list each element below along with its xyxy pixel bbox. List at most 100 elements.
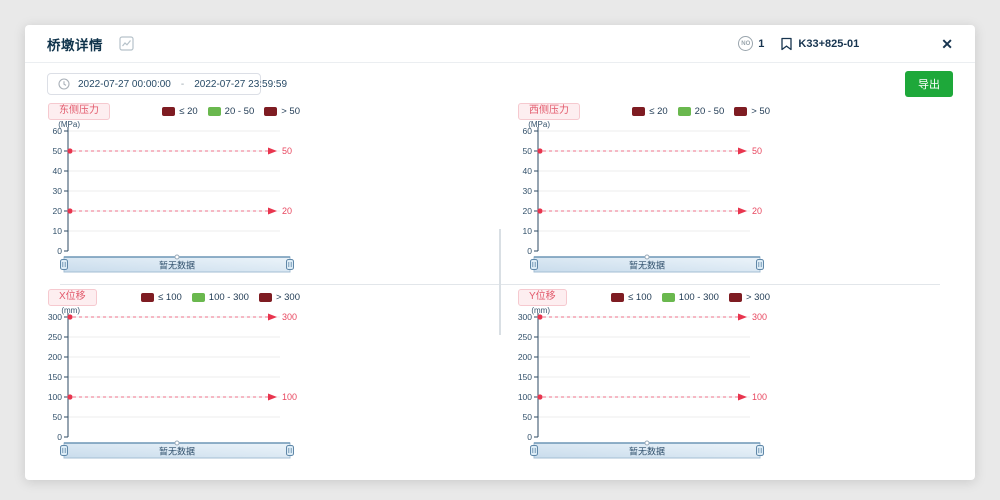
legend-label: > 50 [751,105,770,117]
chart-canvas: (mm) 0 50 100 150 200 250 300 300 100 暂无数据 [518,306,767,459]
modal-header: 桥墩详情 NO 1 K33+825-01 ✕ [25,25,975,63]
chart-header: X位移 ≤ 100 100 - 300 > 300 [48,288,300,306]
svg-text:50: 50 [53,146,63,156]
svg-text:(MPa): (MPa) [58,120,80,129]
chart-title-tag: Y位移 [518,288,567,306]
bookmark-icon [780,37,793,51]
chart-title-tag: X位移 [48,288,97,306]
svg-text:(mm): (mm) [531,306,550,315]
legend-label: 20 - 50 [694,105,725,117]
line-chart-icon[interactable] [119,36,134,51]
bridge-pier-detail-modal: 桥墩详情 NO 1 K33+825-01 ✕ [25,25,975,480]
chart-legend: ≤ 20 20 - 50 > 50 [152,106,300,117]
legend-label: > 50 [281,105,300,117]
datazoom-slider[interactable]: 暂无数据 [530,440,764,459]
chart-cell: 东侧压力 ≤ 20 20 - 50 > 50 (MPa) 0 10 20 30 40 50 60 5… [45,101,500,287]
svg-text:(mm): (mm) [61,306,80,315]
svg-text:10: 10 [53,226,63,236]
legend-item[interactable]: > 300 [258,291,300,303]
chart-canvas: (MPa) 0 10 20 30 40 50 60 50 20 暂无数据 [53,120,294,273]
legend-item[interactable]: 100 - 300 [191,291,249,303]
svg-text:300: 300 [518,312,532,322]
legend-label: ≤ 20 [649,105,668,117]
svg-text:0: 0 [527,246,532,256]
svg-text:0: 0 [527,432,532,442]
legend-item[interactable]: 100 - 300 [661,291,719,303]
svg-text:20: 20 [282,206,292,216]
legend-label: 100 - 300 [208,291,249,303]
legend-swatch-icon [162,106,176,116]
page-title: 桥墩详情 [47,37,103,53]
svg-text:250: 250 [518,332,532,342]
legend-swatch-icon [141,292,155,302]
svg-text:50: 50 [752,146,762,156]
legend-item[interactable]: 20 - 50 [677,105,725,117]
no-circle-icon: NO [738,36,754,51]
svg-text:30: 30 [523,186,533,196]
close-icon[interactable]: ✕ [941,35,953,52]
svg-text:50: 50 [523,412,533,422]
legend-item[interactable]: 20 - 50 [207,106,254,117]
chart-header: 东侧压力 ≤ 20 20 - 50 > 50 [48,102,300,120]
chart-legend: ≤ 20 20 - 50 > 50 [622,106,770,117]
svg-text:100: 100 [282,392,297,402]
legend-label: 100 - 300 [678,291,719,303]
legend-swatch-icon [728,292,742,302]
svg-text:300: 300 [48,312,62,322]
svg-text:200: 200 [518,352,532,362]
chart-legend: ≤ 100 100 - 300 > 300 [131,292,300,303]
svg-text:0: 0 [57,432,62,442]
chart-canvas: (MPa) 0 10 20 30 40 50 60 50 20 暂无数据 [523,120,764,273]
datazoom-slider[interactable]: 暂无数据 [530,254,764,273]
legend-item[interactable]: ≤ 20 [632,105,668,117]
svg-text:暂无数据: 暂无数据 [629,260,665,271]
number-badge: NO 1 [738,36,764,51]
date-start[interactable]: 2022-07-27 00:00:00 [78,78,171,90]
legend-item[interactable]: ≤ 100 [141,292,182,303]
chart-canvas: (mm) 0 50 100 150 200 250 300 300 100 暂无数据 [48,306,297,459]
legend-label: ≤ 100 [158,291,182,303]
legend-item[interactable]: > 50 [264,106,300,117]
chart-legend: ≤ 100 100 - 300 > 300 [601,292,770,303]
legend-swatch-icon [264,106,278,116]
legend-label: > 300 [745,291,770,303]
legend-item[interactable]: ≤ 100 [611,292,652,303]
chart-header: Y位移 ≤ 100 100 - 300 > 300 [518,288,770,306]
chart-west-pressure: 西侧压力 ≤ 20 20 - 50 > 50 (MPa) 0 10 20 30 40 50 60 5… [518,102,770,277]
svg-text:300: 300 [752,312,767,322]
svg-text:100: 100 [48,392,62,402]
date-range-picker[interactable]: 2022-07-27 00:00:00 - 2022-07-27 23:59:5… [47,73,287,95]
chart-cell: X位移 ≤ 100 100 - 300 > 300 (mm) 0 50 100 150 200… [45,287,500,473]
legend-item[interactable]: ≤ 20 [162,105,198,117]
header-left: 桥墩详情 [47,34,134,54]
svg-text:100: 100 [752,392,767,402]
legend-swatch-icon [207,106,221,116]
legend-item[interactable]: > 50 [734,106,770,117]
vertical-divider [499,229,501,335]
clock-icon [58,78,70,90]
pier-code: K33+825-01 [798,37,860,50]
datazoom-slider[interactable]: 暂无数据 [60,254,294,273]
svg-text:暂无数据: 暂无数据 [629,446,665,457]
legend-swatch-icon [661,292,675,302]
legend-label: > 300 [275,291,300,303]
legend-label: ≤ 20 [179,105,198,117]
svg-text:暂无数据: 暂无数据 [159,260,195,271]
datazoom-slider[interactable]: 暂无数据 [60,440,294,459]
svg-text:(MPa): (MPa) [528,120,550,129]
svg-text:0: 0 [57,246,62,256]
svg-text:30: 30 [53,186,63,196]
pier-number: 1 [758,37,765,50]
svg-text:150: 150 [518,372,532,382]
legend-item[interactable]: > 300 [728,291,770,303]
date-end[interactable]: 2022-07-27 23:59:59 [194,78,288,90]
legend-swatch-icon [632,106,646,116]
svg-text:20: 20 [752,206,762,216]
export-button[interactable]: 导出 [905,71,953,97]
legend-swatch-icon [258,292,272,302]
legend-swatch-icon [677,106,691,116]
svg-text:100: 100 [518,392,532,402]
date-separator: - [180,78,185,90]
svg-text:10: 10 [523,226,533,236]
